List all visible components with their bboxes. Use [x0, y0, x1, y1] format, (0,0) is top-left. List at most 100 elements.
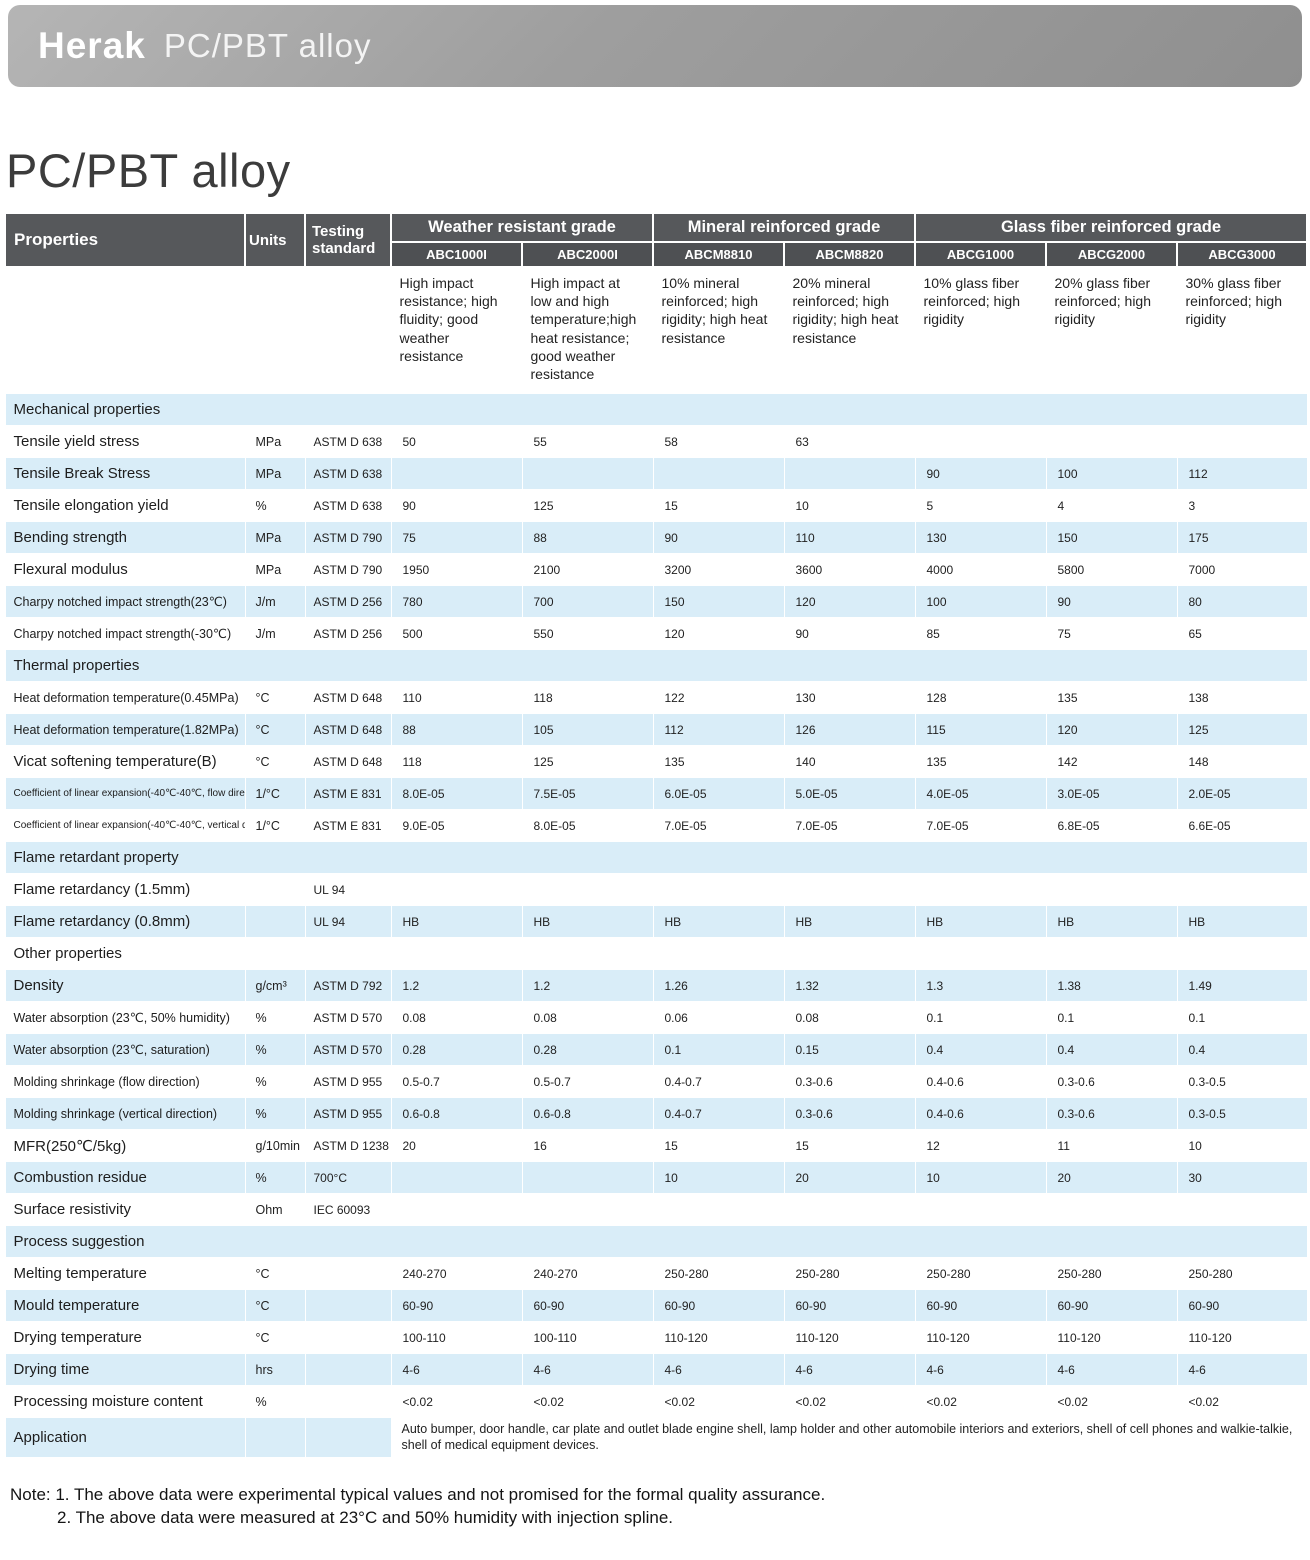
- unit-cell: %: [244, 1065, 306, 1099]
- brand-logo: Herak: [38, 25, 146, 66]
- standard-cell: [304, 1321, 392, 1355]
- table-row: Heat deformation temperature(0.45MPa) °C A…: [4, 681, 1308, 715]
- value-cell: <0.02: [1176, 1385, 1308, 1419]
- value-cell: 250-280: [783, 1257, 916, 1291]
- value-cell: 122: [652, 681, 785, 715]
- value-cell: 4-6: [1176, 1353, 1308, 1387]
- unit-cell: [244, 905, 306, 939]
- unit-cell: [244, 1417, 306, 1458]
- standard-cell: [304, 1257, 392, 1291]
- unit-cell: °C: [244, 681, 306, 715]
- value-cell: 175: [1176, 521, 1308, 555]
- product-header-row: ABC1000I ABC2000I ABCM8810 ABCM8820 ABCG…: [5, 241, 1309, 268]
- value-cell: 250-280: [652, 1257, 785, 1291]
- value-cell: 110: [390, 681, 523, 715]
- value-cell: 4-6: [390, 1353, 523, 1387]
- standard-cell: ASTM D 256: [304, 617, 392, 651]
- value-cell: 110-120: [1045, 1321, 1178, 1355]
- value-cell: <0.02: [914, 1385, 1047, 1419]
- value-cell: 5800: [1045, 553, 1178, 587]
- section-label: Thermal properties: [4, 649, 1308, 683]
- value-cell: 85: [914, 617, 1047, 651]
- value-cell: [1176, 425, 1308, 459]
- value-cell: 0.4-0.7: [652, 1065, 785, 1099]
- footnotes: Note: 1. The above data were experimenta…: [10, 1484, 1310, 1530]
- value-cell: 110: [783, 521, 916, 555]
- table-header: Properties Units Testing standard Weathe…: [4, 212, 1309, 268]
- value-cell: 112: [1176, 457, 1308, 491]
- value-cell: 110-120: [914, 1321, 1047, 1355]
- header-group-mineral: Mineral reinforced grade: [652, 212, 916, 243]
- unit-cell: J/m: [244, 617, 306, 651]
- table-row: Combustion residue% 700°C 10 20 10 20 30: [4, 1161, 1308, 1195]
- unit-cell: MPa: [244, 521, 306, 555]
- table-row: Tensile yield stress MPa ASTM D 638 50 55 58 6…: [4, 425, 1308, 459]
- value-cell: [652, 873, 785, 907]
- header-product-code: ABC1000I: [390, 241, 523, 268]
- value-cell: [390, 1193, 523, 1227]
- property-label: Water absorption (23℃, saturation): [4, 1033, 246, 1067]
- value-cell: 3600: [783, 553, 916, 587]
- unit-cell: J/m: [244, 585, 306, 619]
- value-cell: 7.5E-05: [521, 777, 654, 811]
- table-row: Flame retardancy (1.5mm) UL 94: [4, 873, 1308, 907]
- value-cell: 0.28: [521, 1033, 654, 1067]
- table-row: Density g/cm³ ASTM D 792 1.2 1.2 1.26 1.32 1.3 1…: [4, 969, 1308, 1003]
- value-cell: 15: [783, 1129, 916, 1163]
- value-cell: 240-270: [521, 1257, 654, 1291]
- value-cell: 80: [1176, 585, 1308, 619]
- value-cell: 135: [652, 745, 785, 779]
- standard-cell: [304, 1417, 392, 1458]
- header-product-code: ABCG2000: [1045, 241, 1178, 268]
- property-label: Charpy notched impact strength(-30℃): [4, 617, 246, 651]
- unit-cell: 1/°C: [244, 809, 306, 843]
- unit-cell: [244, 873, 306, 907]
- value-cell: 240-270: [390, 1257, 523, 1291]
- unit-cell: Ohm: [244, 1193, 306, 1227]
- value-cell: 0.3-0.6: [783, 1097, 916, 1131]
- value-cell: 2.0E-05: [1176, 777, 1308, 811]
- value-cell: 130: [783, 681, 916, 715]
- value-cell: 0.4-0.7: [652, 1097, 785, 1131]
- value-cell: 115: [914, 713, 1047, 747]
- value-cell: [1176, 1193, 1308, 1227]
- banner-product-label: PC/PBT alloy: [163, 27, 372, 64]
- brand-banner: Herak PC/PBT alloy: [8, 5, 1302, 87]
- unit-cell: MPa: [244, 457, 306, 491]
- standard-cell: ASTM E 831: [304, 777, 392, 811]
- property-label: Tensile yield stress: [4, 425, 246, 459]
- value-cell: 4-6: [914, 1353, 1047, 1387]
- value-cell: 4-6: [783, 1353, 916, 1387]
- header-units: Units: [244, 212, 306, 268]
- value-cell: 90: [390, 489, 523, 523]
- value-cell: 125: [521, 745, 654, 779]
- value-cell: 60-90: [652, 1289, 785, 1323]
- value-cell: HB: [390, 905, 523, 939]
- standard-cell: ASTM D 570: [304, 1033, 392, 1067]
- value-cell: 8.0E-05: [390, 777, 523, 811]
- value-cell: 10: [914, 1161, 1047, 1195]
- value-cell: <0.02: [652, 1385, 785, 1419]
- value-cell: <0.02: [390, 1385, 523, 1419]
- value-cell: [521, 1161, 654, 1195]
- property-label: Processing moisture content: [4, 1385, 246, 1419]
- table-row: Application Auto bumper, door handle, car…: [4, 1417, 1308, 1458]
- value-cell: 7000: [1176, 553, 1308, 587]
- standard-cell: ASTM D 1238: [304, 1129, 392, 1163]
- unit-cell: hrs: [244, 1353, 306, 1387]
- value-cell: 1.49: [1176, 969, 1308, 1003]
- property-label: Water absorption (23℃, 50% humidity): [4, 1001, 246, 1035]
- property-label: Molding shrinkage (vertical direction): [4, 1097, 246, 1131]
- value-cell: 100: [1045, 457, 1178, 491]
- value-cell: 3: [1176, 489, 1308, 523]
- table-row: Vicat softening temperature(B) °C ASTM D 6…: [4, 745, 1308, 779]
- value-cell: 8.0E-05: [521, 809, 654, 843]
- value-cell: 0.5-0.7: [390, 1065, 523, 1099]
- value-cell: 0.3-0.5: [1176, 1065, 1308, 1099]
- value-cell: 700: [521, 585, 654, 619]
- standard-cell: ASTM D 638: [304, 425, 392, 459]
- unit-cell: %: [244, 1097, 306, 1131]
- value-cell: 140: [783, 745, 916, 779]
- value-cell: 9.0E-05: [390, 809, 523, 843]
- property-label: Surface resistivity: [4, 1193, 246, 1227]
